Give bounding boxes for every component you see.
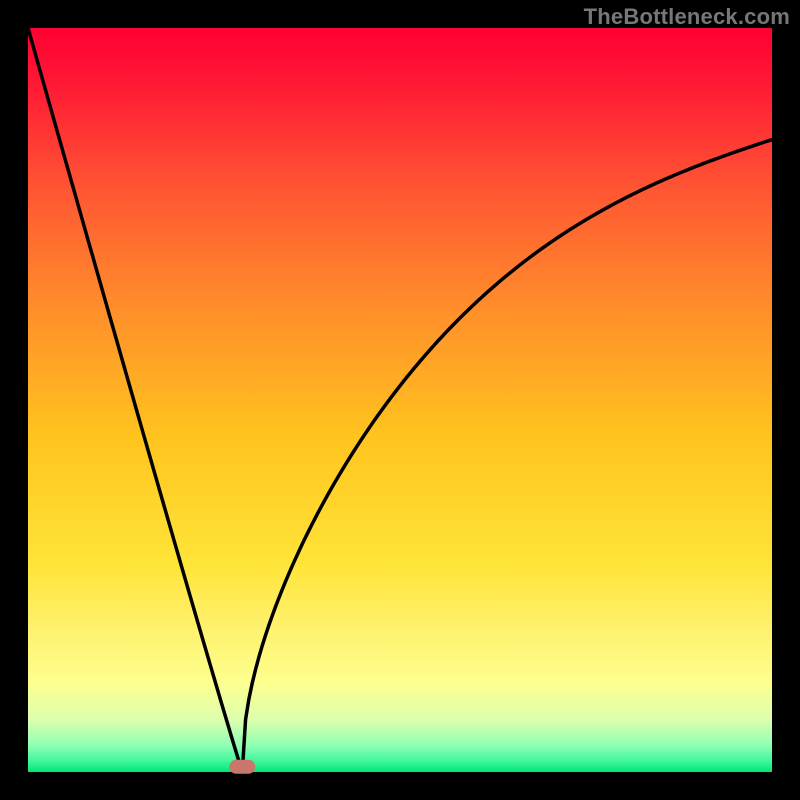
chart-svg xyxy=(0,0,800,800)
chart-container: TheBottleneck.com xyxy=(0,0,800,800)
watermark-text: TheBottleneck.com xyxy=(584,4,790,30)
plot-area xyxy=(28,28,772,772)
minimum-marker xyxy=(229,760,255,774)
